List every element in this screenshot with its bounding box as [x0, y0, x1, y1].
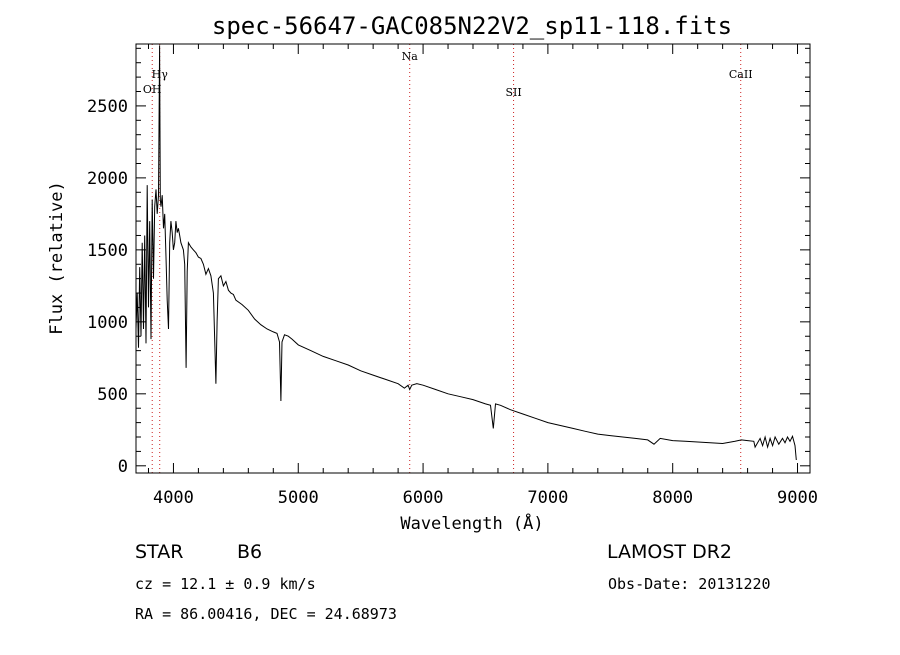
plot-frame: [135, 43, 811, 474]
spectral-line-markers: [151, 44, 742, 473]
spectral-line-label: CaII: [729, 68, 753, 81]
observation-date: Obs-Date: 20131220: [608, 575, 771, 593]
spectral-line-label: SII: [505, 86, 521, 99]
y-tick-label: 0: [118, 457, 128, 477]
spectral-line-label: Na: [402, 50, 419, 63]
chart-title: spec-56647-GAC085N22V2_sp11-118.fits: [212, 12, 732, 40]
spectral-subclass: B6: [237, 541, 262, 563]
survey-name: LAMOST DR2: [607, 541, 732, 563]
y-tick-label: 500: [97, 385, 128, 405]
x-tick-label: 6000: [403, 488, 444, 508]
spectrum-line: [135, 45, 797, 461]
y-axis-label: Flux (relative): [47, 181, 67, 335]
x-tick-label: 7000: [527, 488, 568, 508]
y-axis-ticks: 0 500 1000 1500 2000 2500: [87, 47, 810, 477]
x-axis-label: Wavelength (Å): [400, 512, 543, 534]
y-tick-label: 1500: [87, 241, 128, 261]
spectral-line-label: OH: [143, 83, 162, 96]
y-tick-label: 2500: [87, 97, 128, 117]
x-tick-label: 5000: [278, 488, 319, 508]
y-tick-label: 2000: [87, 169, 128, 189]
coordinates: RA = 86.00416, DEC = 24.68973: [135, 605, 397, 623]
redshift-value: cz = 12.1 ± 0.9 km/s: [135, 575, 316, 593]
x-tick-label: 8000: [652, 488, 693, 508]
x-tick-label: 4000: [153, 488, 194, 508]
x-tick-label: 9000: [777, 488, 818, 508]
x-axis-ticks: 4000 5000 6000 7000 8000 9000: [147, 44, 818, 508]
y-tick-label: 1000: [87, 313, 128, 333]
object-class: STAR: [135, 541, 183, 563]
